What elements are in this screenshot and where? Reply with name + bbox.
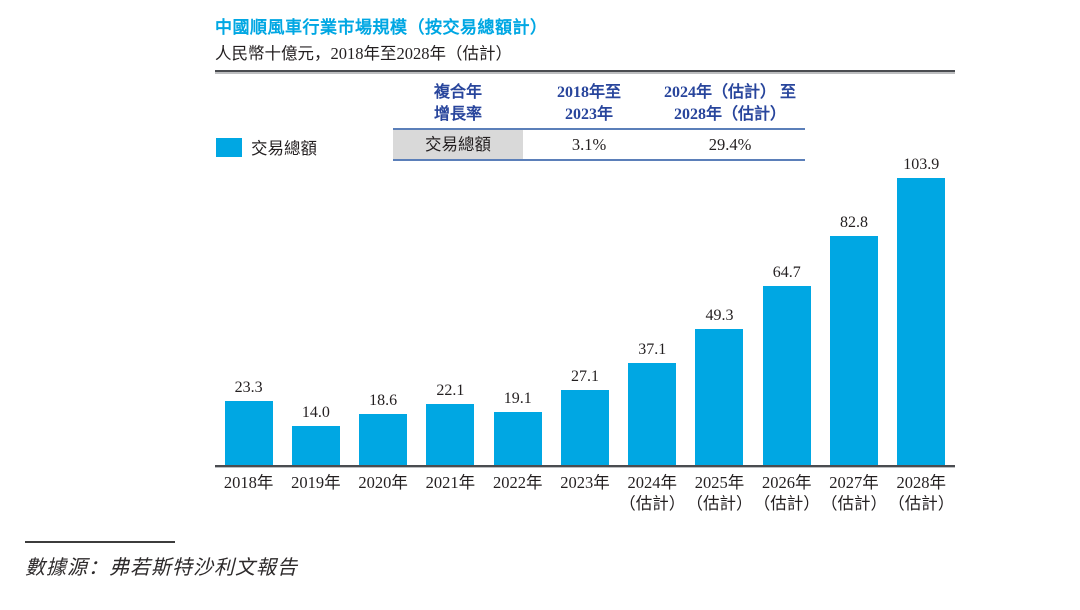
bar bbox=[426, 404, 475, 465]
bar-value-label: 23.3 bbox=[234, 379, 263, 396]
x-axis-label: 2020年 bbox=[350, 472, 417, 514]
legend-swatch-icon bbox=[216, 137, 242, 157]
x-axis-label-year: 2020年 bbox=[358, 473, 408, 492]
x-axis-label-year: 2022年 bbox=[492, 473, 543, 492]
bar bbox=[628, 363, 677, 465]
x-axis-label-year: 2021年 bbox=[425, 473, 476, 492]
x-axis-label-estimate-note: （估計） bbox=[619, 494, 686, 513]
chart-subtitle: 人民幣十億元，2018年至2028年（估計） bbox=[215, 44, 512, 63]
x-axis-label-year: 2025年 bbox=[694, 473, 745, 492]
cagr-header-2024-2028-line2: 2028年（估計） bbox=[673, 106, 786, 123]
bar bbox=[830, 236, 879, 465]
x-axis-label: 2027年 （估計） bbox=[820, 472, 887, 514]
x-axis-label: 2018年 bbox=[215, 472, 282, 514]
cagr-header-metric: 複合年 增長率 bbox=[393, 82, 523, 130]
bar bbox=[224, 401, 273, 465]
bar-value-label: 27.1 bbox=[570, 368, 599, 385]
x-axis-label: 2021年 bbox=[417, 472, 484, 514]
x-axis-label: 2026年 （估計） bbox=[753, 472, 820, 514]
bar-value-label: 103.9 bbox=[903, 156, 940, 173]
bar-chart: 23.3 14.0 18.6 22.1 19.1 27.1 37.1 49.3 64.7 82.8… bbox=[215, 154, 955, 465]
bar bbox=[695, 329, 744, 465]
bar-group: 23.3 bbox=[215, 154, 282, 465]
bar-group: 82.8 bbox=[820, 154, 887, 465]
x-axis-label: 2024年 （估計） bbox=[619, 472, 686, 514]
cagr-header-2024-2028-line1: 2024年（估計） 至 bbox=[663, 84, 796, 101]
bar bbox=[897, 178, 946, 465]
x-axis-label-year: 2028年 bbox=[896, 473, 947, 492]
bar-group: 18.6 bbox=[350, 154, 417, 465]
cagr-header-metric-line2: 增長率 bbox=[433, 106, 482, 123]
bar-value-label: 49.3 bbox=[705, 307, 734, 324]
cagr-table: 複合年 增長率 2018年至 2023年 2024年（估計） 至 2028年（估… bbox=[393, 82, 805, 161]
cagr-header-2018-2023: 2018年至 2023年 bbox=[523, 82, 655, 130]
bar-group: 14.0 bbox=[282, 154, 349, 465]
x-axis-label-estimate-note: （估計） bbox=[888, 494, 955, 513]
bar bbox=[762, 286, 811, 465]
cagr-header-2018-2023-line2: 2023年 bbox=[564, 106, 613, 123]
bar-group: 22.1 bbox=[417, 154, 484, 465]
cagr-value-2018-2023: 3.1% bbox=[523, 130, 655, 161]
bar bbox=[291, 426, 340, 465]
x-axis-label: 2025年 （估計） bbox=[686, 472, 753, 514]
x-axis-labels: 2018年 2019年 2020年 2021年 2022年 2023年 2024年 （估計） 2… bbox=[215, 472, 955, 514]
bar bbox=[560, 390, 609, 465]
cagr-row-label: 交易總額 bbox=[393, 130, 523, 161]
bar-group: 64.7 bbox=[753, 154, 820, 465]
bar-value-label: 82.8 bbox=[840, 214, 869, 231]
x-axis-label-estimate-note: （估計） bbox=[821, 494, 888, 513]
cagr-header-2018-2023-line1: 2018年至 bbox=[556, 84, 621, 101]
x-axis-label-year: 2027年 bbox=[829, 473, 879, 492]
x-axis-label: 2023年 bbox=[551, 472, 618, 514]
bar-value-label: 14.0 bbox=[301, 404, 330, 421]
cagr-value-2024-2028: 29.4% bbox=[655, 130, 805, 161]
x-axis-label-year: 2023年 bbox=[560, 473, 610, 492]
bar-group: 37.1 bbox=[619, 154, 686, 465]
bar-value-label: 18.6 bbox=[369, 392, 398, 409]
x-axis-label-year: 2018年 bbox=[223, 473, 274, 492]
cagr-header-2024-2028: 2024年（估計） 至 2028年（估計） bbox=[655, 82, 805, 130]
source-note: 數據源：弗若斯特沙利文報告 bbox=[25, 557, 298, 579]
bar-group: 27.1 bbox=[551, 154, 618, 465]
source-divider bbox=[25, 541, 175, 543]
x-axis-label-estimate-note: （估計） bbox=[753, 494, 820, 513]
bar bbox=[493, 412, 542, 465]
x-axis-label: 2019年 bbox=[282, 472, 349, 514]
chart-title: 中國順風車行業市場規模（按交易總額計） bbox=[215, 18, 548, 37]
bar-group: 19.1 bbox=[484, 154, 551, 465]
legend-label: 交易總額 bbox=[251, 139, 317, 158]
bar-group: 49.3 bbox=[686, 154, 753, 465]
bar-value-label: 64.7 bbox=[772, 264, 801, 281]
cagr-header-metric-line1: 複合年 bbox=[433, 84, 482, 101]
bar-value-label: 22.1 bbox=[436, 382, 465, 399]
bar-value-label: 37.1 bbox=[638, 341, 667, 358]
x-axis-label-year: 2024年 bbox=[627, 473, 677, 492]
x-axis-label: 2028年 （估計） bbox=[888, 472, 955, 514]
bar bbox=[359, 414, 408, 465]
bar-value-label: 19.1 bbox=[503, 390, 532, 407]
header-divider bbox=[215, 70, 955, 72]
x-axis-label-year: 2019年 bbox=[291, 473, 341, 492]
x-axis-label-year: 2026年 bbox=[762, 473, 812, 492]
x-axis-label: 2022年 bbox=[484, 472, 551, 514]
x-axis-label-estimate-note: （估計） bbox=[686, 494, 753, 513]
x-axis-line bbox=[215, 465, 955, 467]
legend: 交易總額 bbox=[216, 135, 317, 159]
bar-group: 103.9 bbox=[888, 154, 955, 465]
